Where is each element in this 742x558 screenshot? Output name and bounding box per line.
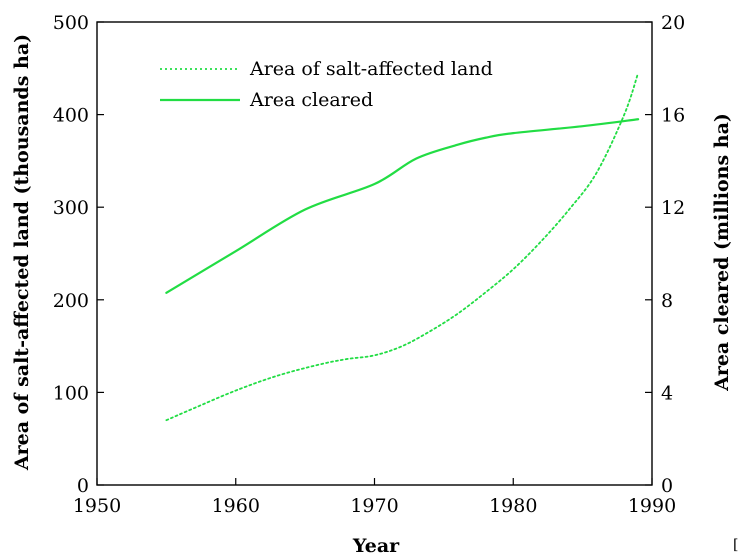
- legend: Area of salt-affected land Area cleared: [160, 58, 493, 111]
- axes: [96, 21, 653, 486]
- x-tick-label: 1970: [350, 495, 398, 517]
- y-left-tick-label: 0: [77, 475, 89, 497]
- legend-label-1: Area of salt-affected land: [249, 58, 493, 80]
- y-left-tick-label: 300: [53, 197, 89, 219]
- y-right-tick-label: 16: [661, 105, 685, 127]
- y-left-tick-label: 200: [53, 290, 89, 312]
- y-left-tick-label: 100: [53, 382, 89, 404]
- x-tick-label: 1980: [489, 495, 537, 517]
- legend-label-2: Area cleared: [249, 89, 373, 111]
- ticks: 1950 1960 1970 1980 199001002003004005000481…: [53, 12, 685, 517]
- plot-frame: [96, 21, 653, 486]
- x-axis-title: Year: [352, 535, 400, 557]
- x-tick-label: 1990: [628, 495, 676, 517]
- x-tick-label: 1950: [73, 495, 121, 517]
- y-right-tick-label: 8: [661, 290, 673, 312]
- y-left-tick-label: 500: [53, 12, 89, 34]
- x-tick-label: 1960: [212, 495, 260, 517]
- y-left-tick-label: 400: [53, 105, 89, 127]
- series-lines: [165, 72, 640, 422]
- y-axis-left-title: Area of salt-affected land (thousands ha…: [11, 34, 33, 471]
- y-right-tick-label: 20: [661, 12, 685, 34]
- series-line-1: [165, 72, 640, 422]
- y-axis-right-title: Area cleared (millions ha): [711, 113, 733, 392]
- y-right-tick-label: 0: [661, 475, 673, 497]
- y-right-tick-label: 4: [661, 382, 673, 404]
- y-right-tick-label: 12: [661, 197, 685, 219]
- stray-bracket: [: [733, 537, 739, 553]
- series-line-2: [165, 118, 640, 294]
